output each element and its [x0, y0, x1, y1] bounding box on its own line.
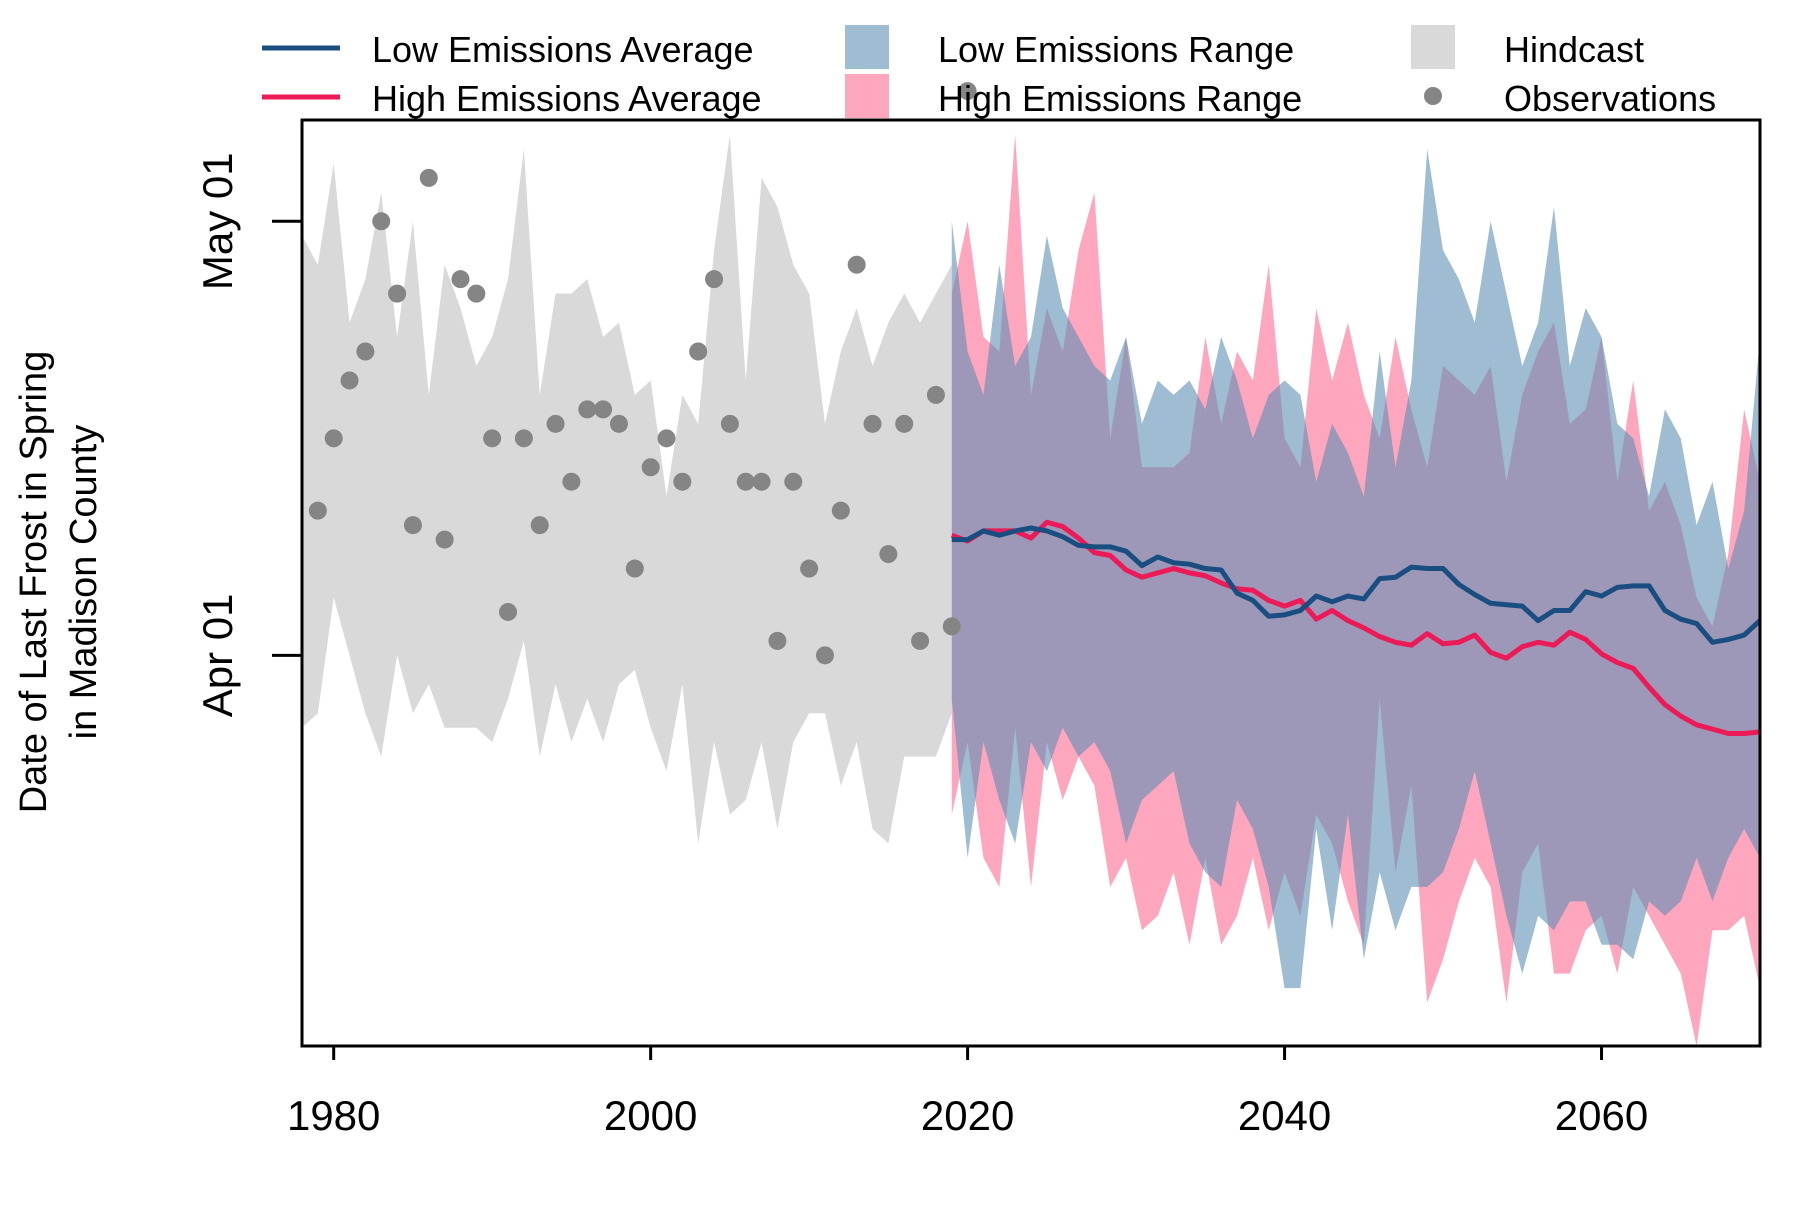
observation-point: [736, 472, 755, 491]
x-tick-label: 2060: [1555, 1092, 1648, 1139]
legend-high-avg-label: High Emissions Average: [372, 78, 762, 119]
observation-point: [847, 255, 866, 274]
observation-point: [958, 82, 977, 101]
observation-points: [308, 82, 977, 665]
y-axis-label-line2: in Madison County: [63, 425, 105, 740]
legend-observations-label: Observations: [1504, 78, 1716, 119]
observation-point: [451, 270, 470, 289]
observation-point: [673, 472, 692, 491]
observation-point: [340, 371, 359, 390]
x-tick-label: 2040: [1238, 1092, 1331, 1139]
legend-high-range-label: High Emissions Range: [938, 78, 1302, 119]
y-axis: Apr 01 May 01: [194, 152, 302, 717]
x-tick-label: 2000: [604, 1092, 697, 1139]
observation-point: [308, 501, 327, 520]
observation-point: [356, 342, 375, 361]
observation-point: [657, 429, 676, 448]
low-emissions-average-line: [951, 525, 1760, 645]
observation-point: [578, 400, 597, 419]
y-axis-label: Date of Last Frost in Spring in Madison …: [13, 351, 105, 814]
observation-point: [911, 631, 930, 650]
legend-low-range-swatch: [845, 25, 889, 69]
observation-point: [435, 530, 454, 549]
legend-hindcast-label: Hindcast: [1504, 29, 1644, 70]
observation-point: [705, 270, 724, 289]
legend: Low Emissions Average High Emissions Ave…: [262, 25, 1716, 119]
observation-point: [467, 284, 486, 303]
observation-point: [641, 458, 660, 477]
legend-low-avg-label: Low Emissions Average: [372, 29, 754, 70]
x-tick-label: 1980: [287, 1092, 380, 1139]
y-tick-label: Apr 01: [194, 593, 241, 717]
observation-point: [388, 284, 407, 303]
observation-point: [879, 545, 898, 564]
observation-point: [926, 385, 945, 404]
observation-point: [372, 212, 391, 231]
average-lines: [950, 519, 1760, 736]
observation-point: [419, 168, 438, 187]
observation-point: [942, 617, 961, 636]
observation-point: [895, 414, 914, 433]
legend-hindcast-swatch: [1411, 25, 1455, 69]
observation-point: [815, 646, 834, 665]
observation-point: [689, 342, 708, 361]
observation-point: [752, 472, 771, 491]
observation-point: [483, 429, 502, 448]
observation-point: [831, 501, 850, 520]
observation-point: [594, 400, 613, 419]
observation-point: [530, 516, 549, 535]
observation-point: [546, 414, 565, 433]
plot-frame: [300, 118, 1762, 1048]
observation-point: [720, 414, 739, 433]
y-axis-label-line1: Date of Last Frost in Spring: [13, 351, 55, 814]
observation-point: [499, 602, 518, 621]
observation-point: [800, 559, 819, 578]
observation-point: [514, 429, 533, 448]
observation-point: [403, 516, 422, 535]
low-emissions-range-band: [951, 148, 1760, 989]
legend-observations-swatch: [1424, 87, 1442, 105]
legend-high-range-swatch: [845, 74, 889, 118]
x-tick-label: 2020: [921, 1092, 1014, 1139]
observation-point: [609, 414, 628, 433]
legend-low-range-label: Low Emissions Range: [938, 29, 1294, 70]
observation-point: [625, 559, 644, 578]
observation-point: [863, 414, 882, 433]
x-axis: 1980 2000 2020 2040 2060: [287, 1046, 1648, 1139]
hindcast-band: [302, 134, 952, 844]
y-tick-label: May 01: [194, 152, 241, 290]
observation-point: [324, 429, 343, 448]
range-bands: [302, 134, 1760, 1046]
observation-point: [784, 472, 803, 491]
observation-point: [768, 631, 787, 650]
observation-point: [562, 472, 581, 491]
